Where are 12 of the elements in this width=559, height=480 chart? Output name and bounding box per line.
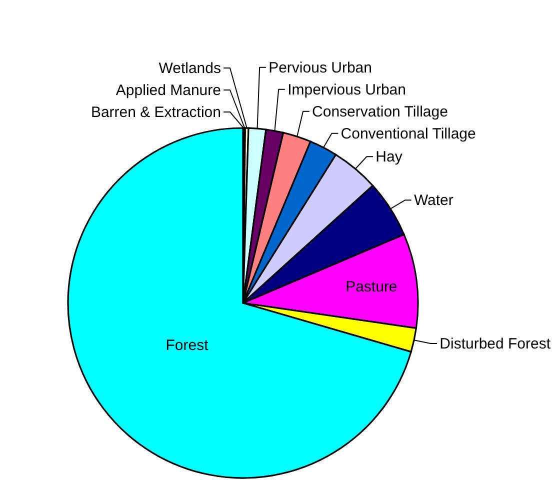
slice-label: Wetlands	[158, 60, 221, 77]
slice-label: Applied Manure	[116, 82, 221, 99]
slice-label: Conventional Tillage	[340, 125, 476, 142]
slice-label: Impervious Urban	[288, 81, 406, 98]
slice-label: Conservation Tillage	[312, 103, 448, 120]
slice-label: Pervious Urban	[268, 59, 372, 76]
slice-label: Disturbed Forest	[440, 335, 552, 352]
slice-label: Barren & Extraction	[90, 104, 221, 121]
slice-label: Pasture	[346, 278, 398, 296]
slice-label: Forest	[166, 337, 210, 354]
slice-label: Hay	[376, 148, 403, 166]
slice-label: Water	[414, 192, 454, 210]
